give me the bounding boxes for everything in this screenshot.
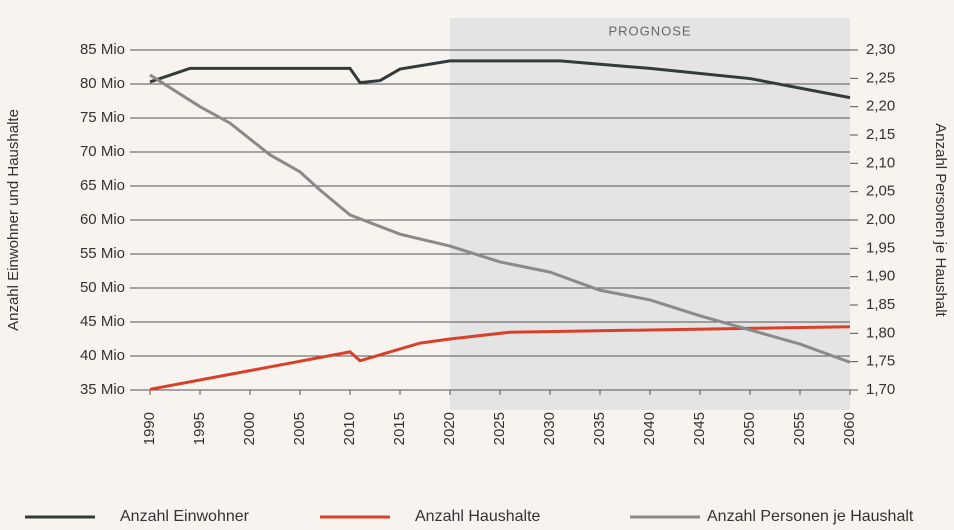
x-tick-label: 2020 — [441, 412, 458, 445]
y-tick-label: 75 Mio — [80, 109, 125, 126]
legend-label: Anzahl Einwohner — [120, 508, 250, 525]
series-line — [149, 73, 851, 364]
y2-tick-label: 1,80 — [866, 324, 895, 341]
x-tick-label: 2050 — [741, 412, 758, 445]
y-tick-label: 70 Mio — [80, 143, 125, 160]
y2-tick-label: 1,85 — [866, 296, 895, 313]
y2-tick-label: 2,30 — [866, 41, 895, 58]
y2-tick-label: 2,25 — [866, 69, 895, 86]
series-line — [149, 325, 851, 391]
y2-tick-label: 2,00 — [866, 211, 895, 228]
y-tick-label: 50 Mio — [80, 279, 125, 296]
x-tick-label: 2045 — [691, 412, 708, 445]
x-tick-label: 2030 — [541, 412, 558, 445]
y-tick-label: 40 Mio — [80, 347, 125, 364]
y-tick-label: 55 Mio — [80, 245, 125, 262]
y2-tick-label: 2,20 — [866, 98, 895, 115]
x-tick-label: 2060 — [841, 412, 858, 445]
y2-tick-label: 1,95 — [866, 239, 895, 256]
y-tick-label: 85 Mio — [80, 41, 125, 58]
y-tick-label: 45 Mio — [80, 313, 125, 330]
x-tick-label: 1995 — [191, 412, 208, 445]
y2-tick-label: 1,75 — [866, 353, 895, 370]
y2-tick-label: 2,10 — [866, 154, 895, 171]
y2-tick-label: 2,15 — [866, 126, 895, 143]
y2-tick-label: 1,90 — [866, 268, 895, 285]
y-axis-label: Anzahl Einwohner und Haushalte — [5, 109, 22, 331]
legend-label: Anzahl Personen je Haushalt — [707, 508, 914, 525]
y-tick-label: 65 Mio — [80, 177, 125, 194]
y2-axis-label: Anzahl Personen je Haushalt — [932, 123, 949, 317]
x-tick-label: 2000 — [241, 412, 258, 445]
prognosis-region — [450, 18, 850, 410]
x-tick-label: 2055 — [791, 412, 808, 445]
y-tick-label: 80 Mio — [80, 75, 125, 92]
series-line — [149, 59, 851, 100]
x-tick-label: 2040 — [641, 412, 658, 445]
legend-label: Anzahl Haushalte — [415, 508, 541, 525]
x-tick-label: 2005 — [291, 412, 308, 445]
x-tick-label: 1990 — [141, 412, 158, 445]
y-tick-label: 60 Mio — [80, 211, 125, 228]
x-tick-label: 2035 — [591, 412, 608, 445]
y2-tick-label: 2,05 — [866, 183, 895, 200]
x-tick-label: 2010 — [341, 412, 358, 445]
x-tick-label: 2025 — [491, 412, 508, 445]
annotation: PROGNOSE — [608, 23, 691, 38]
y2-tick-label: 1,70 — [866, 381, 895, 398]
x-tick-label: 2015 — [391, 412, 408, 445]
y-tick-label: 35 Mio — [80, 381, 125, 398]
